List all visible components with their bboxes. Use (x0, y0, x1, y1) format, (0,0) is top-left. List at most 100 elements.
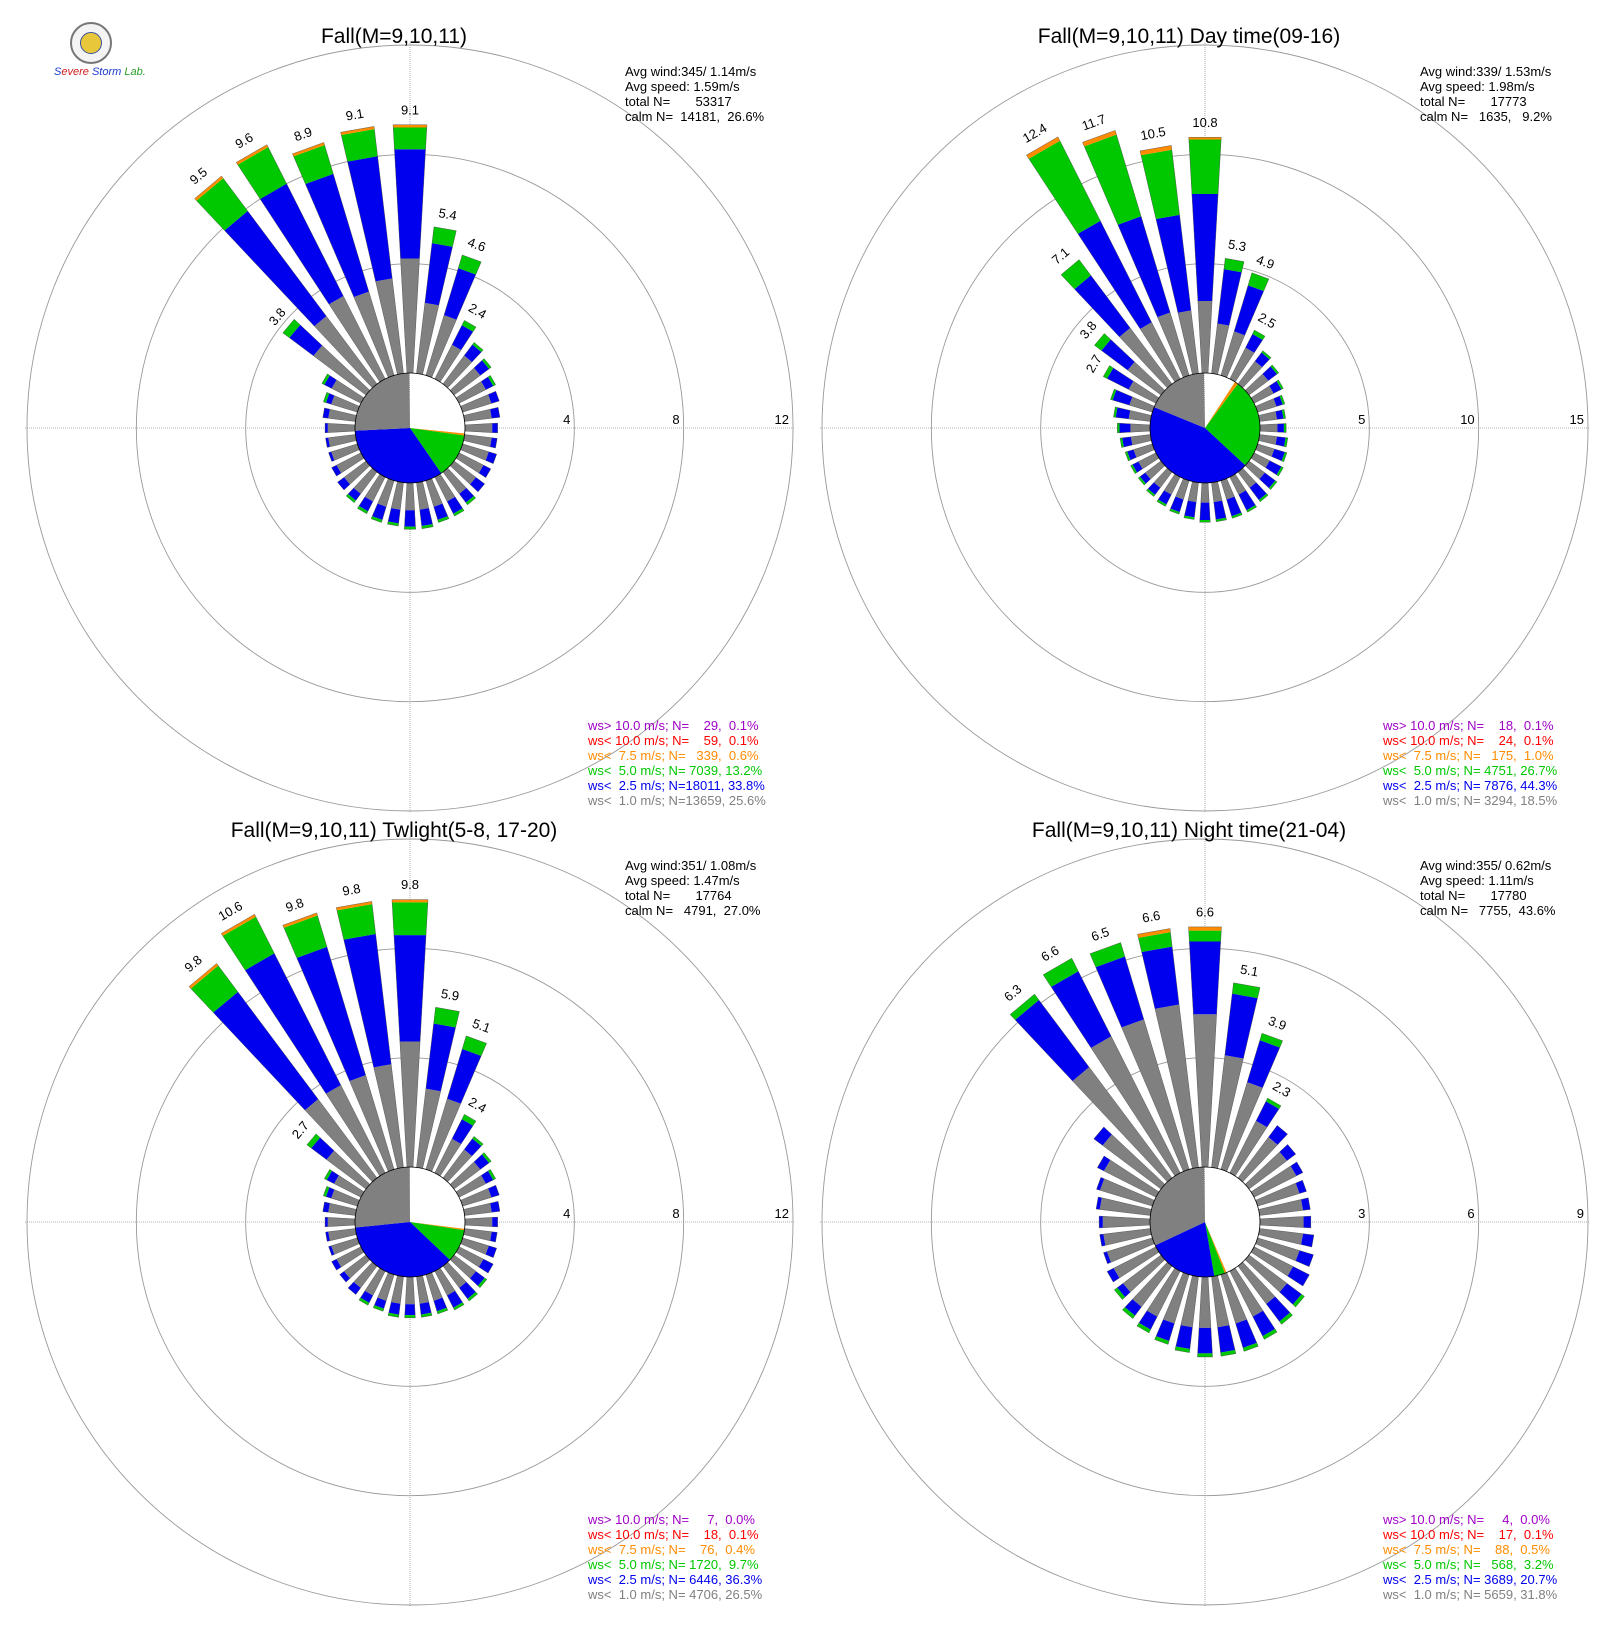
wind-bar-segment (221, 914, 256, 936)
wind-bar-segment (1188, 137, 1222, 140)
wind-bar-segment (463, 434, 492, 447)
wind-bar-segment (1174, 1346, 1190, 1353)
pie-slice-orange (410, 1222, 465, 1231)
wind-bar-segment (1154, 1336, 1170, 1345)
wind-bar-segment (1103, 1251, 1111, 1264)
bar-value-label: 7.1 (1049, 244, 1072, 267)
wind-bar-segment (353, 1262, 378, 1288)
wind-bar-segment (323, 392, 330, 403)
wind-bar-segment (1102, 1216, 1151, 1228)
wind-bar-segment (393, 127, 427, 150)
legend-entry: ws< 10.0 m/s; N= 59, 0.1% (587, 733, 759, 748)
wind-bar-segment (1015, 999, 1090, 1081)
wind-bar-segment (437, 516, 449, 523)
legend-entry: ws< 2.5 m/s; N= 3689, 20.7% (1382, 1572, 1558, 1587)
bar-value-label: 9.6 (232, 130, 255, 152)
wind-bar-segment (460, 443, 489, 461)
wind-bar-segment (1141, 149, 1180, 220)
wind-bar-segment (1155, 214, 1191, 313)
wind-bar-segment (293, 145, 334, 185)
wind-bar-segment (245, 953, 341, 1094)
wind-bar-segment (1028, 140, 1101, 234)
logo-word-part: Storm (91, 66, 122, 78)
bar-value-label: 12.4 (1020, 120, 1049, 146)
wind-bar-segment (1169, 508, 1180, 515)
bar-value-label: 11.7 (1080, 111, 1108, 133)
wind-bar-segment (391, 1275, 404, 1304)
wind-bar-segment (1276, 379, 1284, 390)
stat-line: Avg wind:351/ 1.08m/s (625, 858, 757, 873)
stat-line: calm N= 14181, 26.6% (625, 109, 765, 124)
wind-bar-segment (1110, 389, 1117, 401)
wind-bar-segment (236, 144, 269, 165)
pie-slice-blue (355, 1222, 450, 1277)
wind-bar-segment (1265, 1098, 1282, 1109)
wind-bar-segment (190, 965, 238, 1013)
wind-bar-segment (1191, 194, 1219, 302)
wind-bar-segment (1119, 423, 1131, 433)
legend-entry: ws< 1.0 m/s; N= 4706, 26.5% (587, 1587, 763, 1602)
wind-bar-segment (222, 916, 275, 971)
wind-bar-segment (1117, 423, 1120, 433)
wind-bar-segment (485, 451, 497, 464)
wind-bar-segment (296, 946, 366, 1082)
wind-bar-segment (1139, 472, 1151, 484)
wind-bar-segment (1197, 301, 1213, 374)
wind-bar-segment (1175, 1325, 1193, 1349)
wind-bar-segment (434, 1268, 456, 1296)
wind-bar-segment (336, 452, 364, 474)
wind-bar-segment (1269, 480, 1278, 490)
wind-bar-segment (433, 503, 448, 520)
wind-bar-segment (404, 1315, 416, 1318)
wind-bar-segment (1136, 1322, 1151, 1333)
wind-bar-segment (1077, 220, 1152, 329)
stat-line: Avg speed: 1.11m/s (1420, 873, 1534, 888)
wind-bar-segment (1245, 1254, 1287, 1293)
wind-bar-segment (1237, 1262, 1276, 1304)
pie-slice-gray (1154, 373, 1205, 428)
legend-entry: ws< 10.0 m/s; N= 18, 0.1% (587, 1527, 759, 1542)
wind-bar-segment (404, 1304, 416, 1316)
wind-bar-segment (1245, 334, 1263, 353)
ring-label: 3 (1358, 1206, 1365, 1221)
ring-label: 10 (1460, 412, 1474, 427)
bar-value-label: 5.1 (470, 1016, 492, 1036)
wind-bar-segment (444, 268, 476, 320)
wind-bar-segment (1146, 488, 1156, 497)
wind-bar-segment (460, 1188, 492, 1207)
bar-value-label: 5.4 (437, 205, 457, 223)
wind-bar-segment (1237, 1137, 1278, 1182)
wind-bar-segment (1188, 926, 1222, 931)
ring-label: 15 (1570, 412, 1584, 427)
ring-label: 6 (1467, 1206, 1474, 1221)
wind-bar-segment (460, 394, 492, 413)
wind-bar-segment (416, 302, 439, 375)
wind-bar-segment (374, 1297, 387, 1309)
wind-bar-segment (1138, 932, 1173, 953)
pie-slice-blue (1155, 1222, 1215, 1277)
wind-bar-segment (452, 325, 474, 350)
wind-bar-segment (1292, 1294, 1305, 1308)
wind-bar-segment (394, 149, 426, 259)
wind-bar-segment (325, 1187, 335, 1199)
wind-bar-segment (337, 477, 350, 490)
wind-bar-segment (358, 496, 373, 512)
wind-bar-segment (331, 443, 360, 461)
wind-bar-segment (1281, 409, 1286, 419)
pie-slice-green (410, 428, 465, 474)
wind-bar-segment (1258, 411, 1277, 422)
wind-bar-segment (1129, 396, 1155, 413)
wind-bar-segment (372, 503, 387, 520)
wind-bar-segment (404, 526, 416, 530)
wind-bar-segment (322, 407, 330, 419)
wind-bar-segment (339, 1271, 350, 1283)
wind-bar-segment (1091, 1036, 1181, 1176)
wind-bar-segment (377, 1272, 395, 1301)
seal-emblem-icon (80, 32, 102, 54)
bar-value-label: 9.1 (345, 106, 365, 124)
wind-bar-segment (450, 1254, 476, 1279)
wind-bar-segment (364, 474, 386, 502)
wind-bar-segment (336, 904, 376, 940)
wind-bar-segment (485, 1245, 497, 1258)
